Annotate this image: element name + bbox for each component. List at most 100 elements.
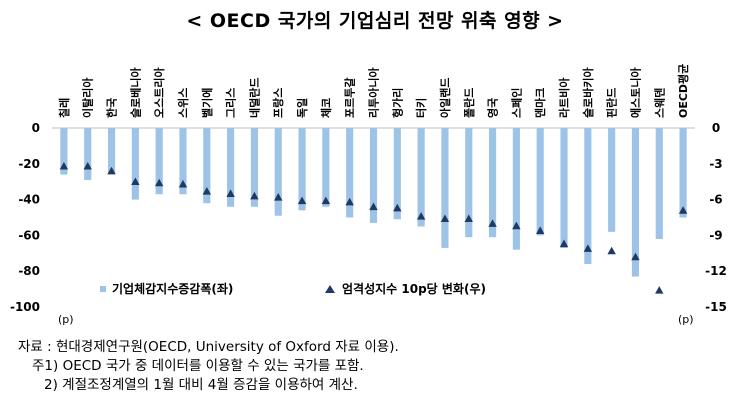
marker-5	[178, 179, 188, 188]
bar-9	[274, 128, 282, 216]
right-axis-ticks: 0 -3 -6 -9 -12 -15	[705, 121, 727, 314]
legend-marker-swatch	[325, 285, 335, 293]
category-label-8: 네덜란드	[247, 78, 261, 118]
marker-4	[154, 178, 164, 187]
category-label-0: 칠레	[57, 98, 71, 118]
footnotes: 자료 : 현대경제연구원(OECD, University of Oxford …	[18, 338, 738, 395]
category-label-20: 덴마크	[533, 88, 547, 118]
right-tick-3: -9	[709, 228, 722, 242]
bar-17	[465, 128, 473, 238]
marker-series	[59, 161, 688, 294]
bar-6	[203, 128, 211, 204]
bar-16	[441, 128, 449, 248]
marker-15	[416, 212, 426, 220]
bar-3	[131, 128, 139, 200]
category-label-25: 스웨덴	[652, 88, 666, 118]
footnote-1: 주1) OECD 국가 중 데이터를 이용할 수 있는 국가를 포함.	[32, 358, 364, 374]
legend-bar-label: 기업체감지수증감폭(좌)	[112, 281, 233, 296]
bar-21	[560, 128, 568, 248]
marker-0	[59, 161, 69, 170]
left-tick-0: 0	[32, 121, 40, 135]
category-label-7: 그리스	[224, 88, 238, 118]
bar-7	[227, 128, 235, 207]
source-note: 자료 : 현대경제연구원(OECD, University of Oxford …	[18, 339, 399, 355]
marker-11	[321, 196, 331, 205]
category-label-17: 폴란드	[462, 88, 476, 118]
marker-12	[345, 197, 354, 206]
category-label-24: 에스토니아	[628, 67, 642, 118]
right-tick-4: -12	[705, 264, 727, 278]
right-tick-1: -3	[709, 157, 722, 171]
category-label-14: 헝가리	[390, 88, 404, 118]
bar-12	[346, 128, 354, 218]
bar-0	[60, 128, 68, 175]
category-label-15: 터키	[414, 98, 428, 118]
marker-25	[655, 286, 664, 294]
category-label-9: 프랑스	[272, 88, 285, 118]
marker-1	[83, 161, 92, 170]
bar-22	[584, 128, 592, 265]
bar-13	[369, 128, 378, 223]
bar-2	[107, 128, 116, 173]
left-axis-ticks: 0 -20 -40 -60 -80 -100	[10, 121, 40, 314]
marker-26	[678, 206, 688, 214]
category-label-3: 슬로베니아	[128, 67, 142, 118]
marker-17	[464, 214, 473, 223]
legend-marker-label: 엄격성지수 10p당 변화(우)	[342, 281, 486, 296]
category-label-18: 영국	[487, 98, 500, 118]
left-tick-5: -100	[10, 300, 40, 314]
marker-10	[297, 196, 307, 205]
bar-10	[298, 128, 306, 211]
bar-15	[417, 128, 425, 227]
marker-13	[369, 202, 378, 211]
category-label-11: 체코	[319, 98, 333, 118]
bar-11	[322, 128, 330, 207]
left-axis-unit: (p)	[58, 313, 74, 326]
bar-1	[84, 128, 92, 180]
marker-24	[631, 252, 640, 261]
bar-scatter-chart: 0 -20 -40 -60 -80 -100 0 -3 -6 -9 -12 -15 칠레 이탈리아 한국…	[10, 64, 727, 326]
bar-series	[60, 128, 687, 277]
bar-5	[179, 128, 187, 195]
category-label-1: 이탈리아	[81, 77, 95, 118]
category-label-13: 리투아니아	[367, 67, 381, 118]
left-tick-3: -60	[18, 228, 40, 242]
marker-16	[440, 214, 450, 223]
marker-22	[583, 244, 593, 252]
marker-18	[488, 219, 497, 227]
bar-20	[536, 128, 544, 236]
category-label-26: OECD평균	[676, 64, 690, 118]
left-tick-2: -40	[18, 193, 40, 207]
category-label-12: 포르투갈	[343, 78, 357, 118]
marker-7	[226, 189, 235, 197]
category-label-22: 슬로바키아	[581, 67, 595, 118]
marker-3	[131, 177, 140, 186]
chart-title: < OECD 국가의 기업심리 전망 위축 영향 >	[186, 10, 564, 32]
bar-14	[393, 128, 401, 220]
category-label-19: 스페인	[509, 88, 523, 118]
right-tick-2: -6	[709, 193, 722, 207]
bar-24	[631, 128, 640, 277]
right-tick-5: -15	[705, 300, 727, 314]
marker-8	[250, 191, 259, 200]
category-labels: 칠레 이탈리아 한국 슬로베니아 오스트리아 스위스 벨기에 그리스 네덜란드 프랑스 독일 체코 포르…	[57, 64, 690, 118]
left-tick-4: -80	[18, 264, 40, 278]
bar-4	[155, 128, 163, 195]
category-label-2: 한국	[105, 98, 119, 118]
marker-2	[107, 166, 116, 175]
footnote-2: 2) 계절조정계열의 1월 대비 4월 증감을 이용하여 계산.	[44, 377, 358, 393]
marker-14	[393, 203, 402, 212]
bar-25	[655, 128, 663, 239]
marker-21	[559, 239, 569, 248]
bar-26	[679, 128, 687, 218]
marker-9	[274, 193, 283, 201]
bar-18	[489, 128, 497, 238]
marker-23	[607, 246, 616, 255]
legend: 기업체감지수증감폭(좌) 엄격성지수 10p당 변화(우)	[100, 281, 486, 296]
bar-8	[250, 128, 258, 207]
bar-23	[608, 128, 616, 232]
bar-19	[512, 128, 520, 250]
category-label-4: 오스트리아	[152, 67, 166, 118]
right-axis-unit: (p)	[678, 313, 694, 326]
category-label-10: 독일	[295, 98, 309, 118]
